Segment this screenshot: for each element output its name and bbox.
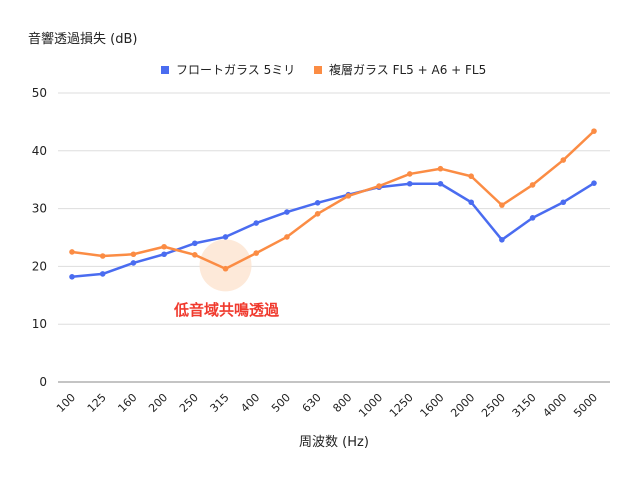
data-point	[345, 193, 352, 199]
data-point	[69, 249, 75, 255]
data-point	[69, 274, 75, 280]
data-point	[284, 209, 290, 215]
x-tick-label: 5000	[571, 391, 600, 420]
data-point	[406, 180, 413, 187]
legend-label: 複層ガラス FL5 + A6 + FL5	[329, 62, 486, 77]
series-line	[71, 182, 595, 279]
data-point	[222, 265, 229, 272]
series-lines	[69, 128, 597, 280]
data-point	[499, 202, 505, 208]
x-tick-label: 160	[115, 391, 139, 415]
x-tick-label: 125	[85, 391, 109, 415]
series-line	[71, 130, 595, 270]
annotation-highlight	[199, 239, 252, 292]
x-tick-label: 3150	[510, 391, 539, 420]
data-point	[192, 252, 198, 258]
data-point	[560, 199, 567, 206]
y-tick-label: 20	[32, 259, 47, 273]
x-tick-label: 315	[208, 391, 232, 415]
data-point	[130, 260, 137, 266]
annotation: 低音域共鳴透過	[173, 239, 280, 319]
y-tick-label: 30	[32, 202, 47, 216]
x-tick-label: 250	[177, 391, 201, 415]
x-tick-label: 400	[238, 391, 262, 415]
x-tick-label: 800	[330, 391, 354, 415]
data-point	[376, 183, 382, 189]
x-tick-label: 1600	[418, 391, 447, 420]
x-tick-label: 630	[300, 391, 324, 415]
data-point	[284, 234, 290, 240]
x-tick-labels: 100 125 160 200 250 315 400 500 630 800 1000 1250 16…	[54, 391, 600, 420]
grid: 0 10 20 30 40 50	[32, 86, 610, 389]
data-point	[314, 200, 321, 206]
data-point	[222, 234, 229, 240]
x-tick-label: 500	[269, 391, 293, 415]
x-tick-label: 2000	[448, 391, 477, 420]
y-tick-label: 10	[32, 317, 47, 331]
data-point	[560, 157, 567, 163]
data-point	[99, 253, 106, 259]
data-point	[529, 215, 536, 221]
annotation-label: 低音域共鳴透過	[173, 301, 280, 319]
data-point	[253, 220, 260, 226]
legend-swatch	[314, 66, 322, 74]
x-tick-label: 4000	[540, 391, 569, 420]
data-point	[161, 243, 167, 250]
x-tick-label: 1250	[387, 391, 416, 420]
data-point	[468, 199, 474, 206]
y-axis-label: 音響透過損失 (dB)	[28, 31, 137, 47]
legend-label: フロートガラス 5ミリ	[176, 63, 295, 77]
x-axis-label: 周波数 (Hz)	[299, 435, 369, 450]
data-point	[130, 251, 137, 258]
x-tick-label: 1000	[356, 391, 385, 420]
legend-swatch	[161, 66, 169, 74]
x-tick-label: 100	[54, 391, 78, 415]
data-point	[314, 211, 321, 217]
data-point	[468, 173, 474, 180]
y-tick-label: 0	[39, 375, 47, 389]
y-tick-label: 50	[32, 86, 47, 100]
data-point	[99, 271, 106, 277]
x-tick-label: 200	[146, 391, 170, 415]
data-point	[406, 171, 413, 177]
legend: フロートガラス 5ミリ 複層ガラス FL5 + A6 + FL5	[161, 62, 486, 77]
data-point	[591, 180, 597, 186]
data-point	[529, 182, 536, 188]
data-point	[161, 251, 167, 258]
data-point	[437, 165, 444, 172]
data-point	[499, 237, 505, 243]
y-tick-label: 40	[32, 144, 47, 158]
data-point	[437, 180, 444, 187]
data-point	[591, 128, 597, 134]
data-point	[192, 240, 198, 247]
data-point	[253, 250, 260, 256]
x-tick-label: 2500	[479, 391, 508, 420]
